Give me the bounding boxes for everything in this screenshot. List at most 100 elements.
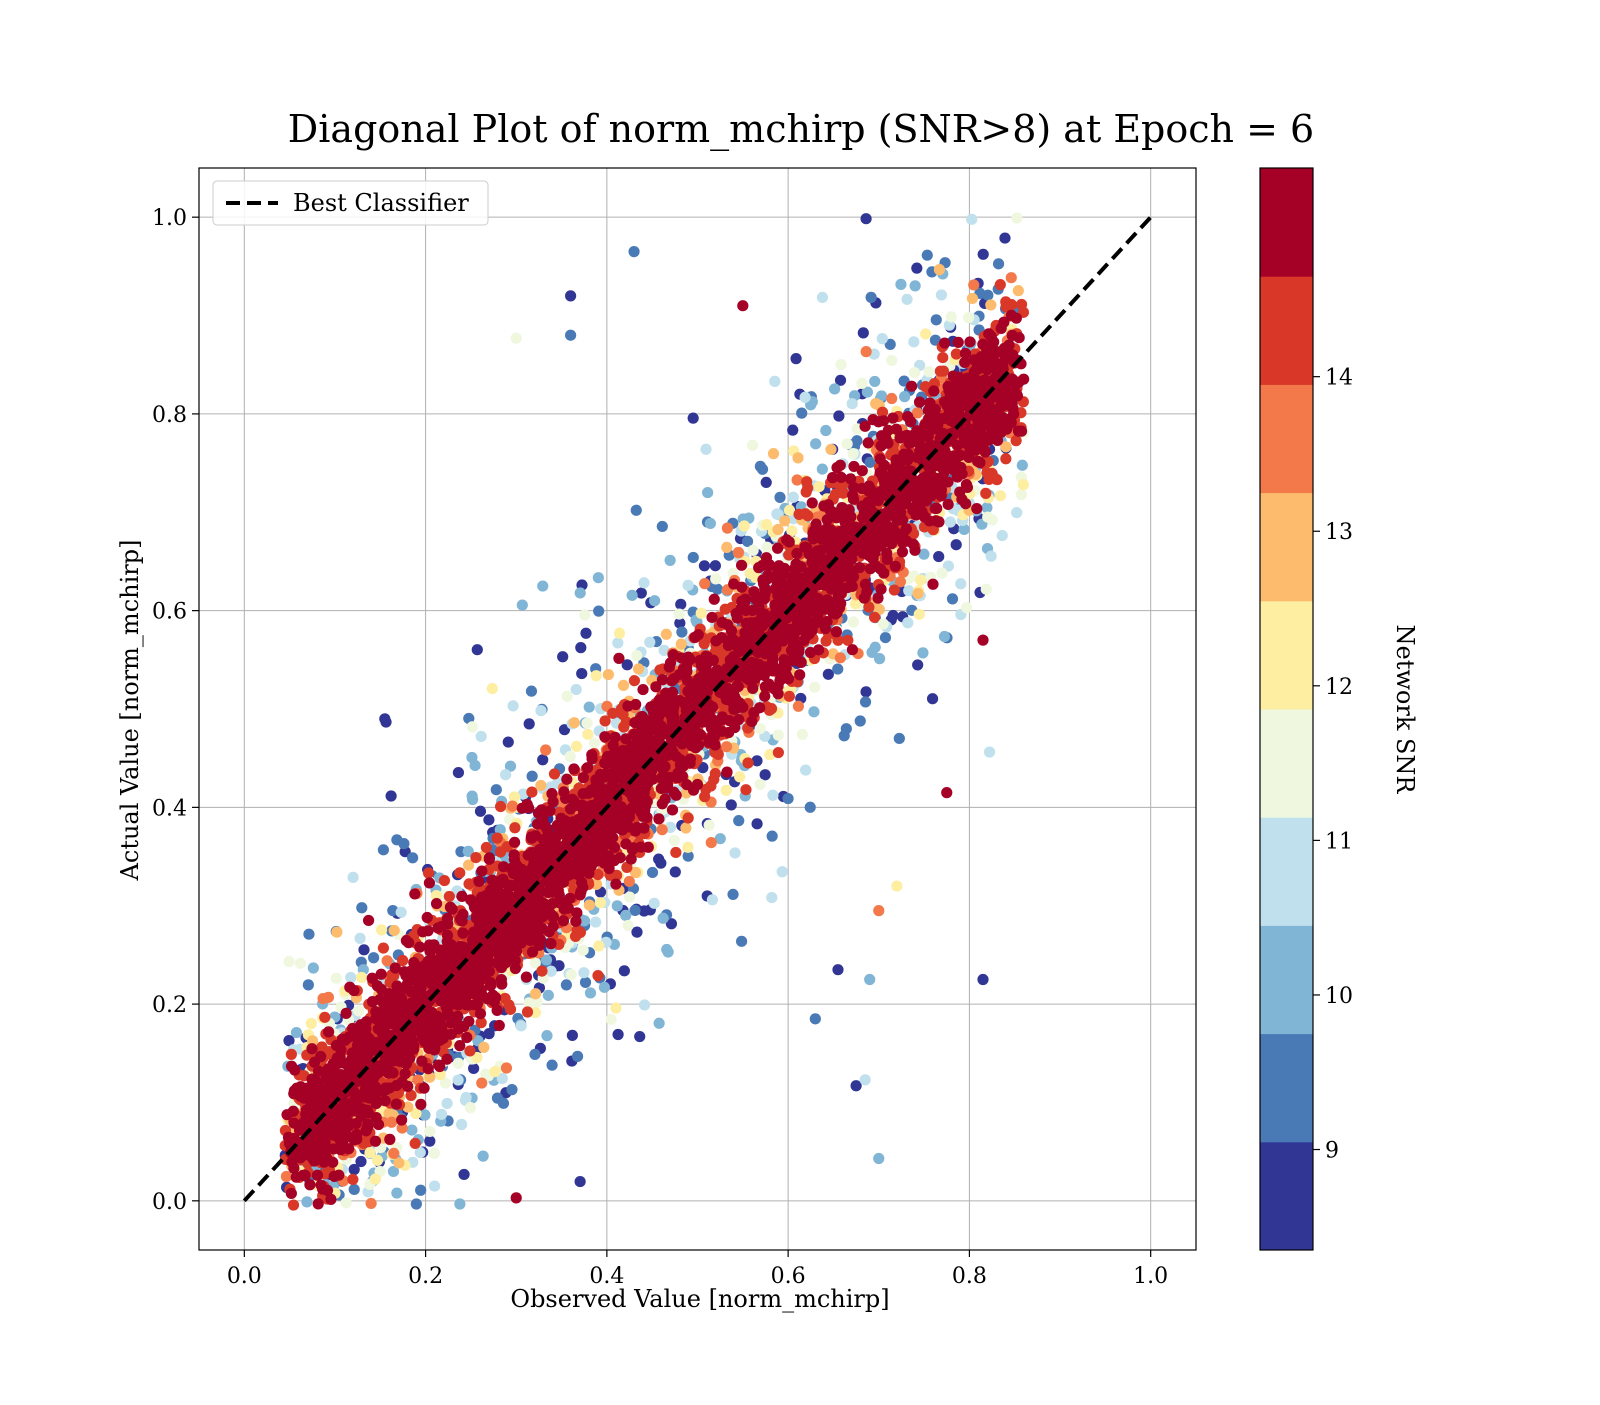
scatter-point: [303, 979, 314, 990]
scatter-point: [760, 769, 771, 780]
scatter-point: [995, 490, 1006, 501]
scatter-point: [886, 393, 897, 404]
scatter-point: [535, 780, 546, 791]
scatter-point: [424, 877, 435, 888]
scatter-point: [353, 1005, 364, 1016]
scatter-point: [669, 835, 680, 846]
scatter-point: [859, 593, 870, 604]
scatter-point: [661, 629, 672, 640]
scatter-point: [424, 1136, 435, 1147]
scatter-point: [839, 730, 850, 741]
scatter-point: [772, 543, 783, 554]
scatter-point: [808, 706, 819, 717]
scatter-point: [740, 784, 751, 795]
scatter-point: [790, 353, 801, 364]
scatter-point: [688, 413, 699, 424]
scatter-point: [481, 842, 492, 853]
scatter-point: [595, 897, 606, 908]
scatter-point: [923, 366, 934, 377]
scatter-point: [912, 588, 923, 599]
scatter-point: [987, 514, 998, 525]
scatter-point: [422, 925, 433, 936]
scatter-point: [1018, 479, 1029, 490]
scatter-point: [709, 594, 720, 605]
scatter-point: [568, 763, 579, 774]
scatter-point: [809, 682, 820, 693]
scatter-point: [902, 617, 913, 628]
scatter-point: [579, 609, 590, 620]
scatter-point: [937, 352, 948, 363]
scatter-point: [576, 668, 587, 679]
scatter-point: [442, 1098, 453, 1109]
scatter-point: [831, 626, 842, 637]
scatter-point: [619, 965, 630, 976]
scatter-point: [710, 573, 721, 584]
scatter-point: [670, 847, 681, 858]
scatter-point: [612, 1029, 623, 1040]
scatter-point: [945, 516, 956, 527]
scatter-point: [537, 580, 548, 591]
scatter-point: [746, 716, 757, 727]
scatter-point: [996, 323, 1007, 334]
scatter-point: [736, 936, 747, 947]
scatter-points: [280, 212, 1030, 1210]
scatter-point: [507, 700, 518, 711]
scatter-point: [547, 796, 558, 807]
scatter-point: [535, 705, 546, 716]
scatter-point: [986, 551, 997, 562]
scatter-point: [458, 1169, 469, 1180]
scatter-point: [674, 608, 685, 619]
scatter-point: [660, 794, 671, 805]
scatter-point: [347, 1174, 358, 1185]
scatter-point: [323, 992, 334, 1003]
scatter-point: [825, 444, 836, 455]
scatter-point: [323, 1026, 334, 1037]
scatter-point: [487, 683, 498, 694]
scatter-point: [836, 359, 847, 370]
scatter-point: [370, 1174, 381, 1185]
scatter-point: [761, 542, 772, 553]
scatter-point: [721, 785, 732, 796]
scatter-point: [489, 1066, 500, 1077]
scatter-point: [593, 572, 604, 583]
scatter-point: [895, 279, 906, 290]
scatter-point: [483, 814, 494, 825]
scatter-point: [869, 376, 880, 387]
scatter-point: [341, 1197, 352, 1208]
scatter-point: [971, 503, 982, 514]
scatter-point: [453, 1074, 464, 1085]
scatter-point: [777, 866, 788, 877]
scatter-point: [603, 669, 614, 680]
scatter-point: [473, 876, 484, 887]
scatter-point: [805, 802, 816, 813]
scatter-point: [593, 606, 604, 617]
scatter-point: [788, 492, 799, 503]
scatter-point: [931, 503, 942, 514]
scatter-point: [345, 972, 356, 983]
scatter-point: [475, 806, 486, 817]
scatter-point: [507, 801, 518, 812]
scatter-point: [491, 784, 502, 795]
scatter-point: [348, 985, 359, 996]
scatter-point: [633, 663, 644, 674]
scatter-point: [578, 945, 589, 956]
scatter-point: [578, 967, 589, 978]
scatter-point: [571, 741, 582, 752]
scatter-point: [347, 872, 358, 883]
scatter-point: [728, 578, 739, 589]
scatter-point: [649, 898, 660, 909]
scatter-point: [820, 425, 831, 436]
scatter-point: [487, 990, 498, 1001]
scatter-point: [492, 833, 503, 844]
scatter-point: [599, 982, 610, 993]
scatter-point: [454, 1198, 465, 1209]
scatter-point: [848, 616, 859, 627]
scatter-point: [768, 448, 779, 459]
scatter-point: [657, 824, 668, 835]
scatter-point: [545, 938, 556, 949]
scatter-point: [562, 691, 573, 702]
scatter-point: [467, 721, 478, 732]
scatter-point: [787, 425, 798, 436]
scatter-point: [526, 686, 537, 697]
scatter-point: [661, 944, 672, 955]
